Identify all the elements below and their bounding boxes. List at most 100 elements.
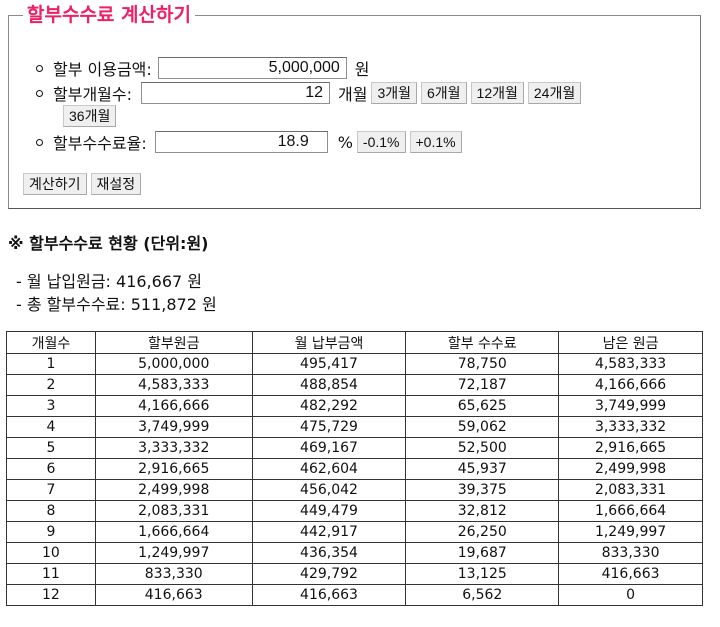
table-row: 10 1,249,997 436,354 19,687 833,330 <box>6 542 703 564</box>
cell-fee: 59,062 <box>405 416 560 438</box>
cell-month: 10 <box>6 542 96 564</box>
cell-remaining: 2,083,331 <box>558 479 703 501</box>
bullet-icon <box>36 64 43 72</box>
table-header-row: 개월수 할부원금 월 납부금액 할부 수수료 남은 원금 <box>6 331 703 354</box>
table-row: 3 4,166,666 482,292 65,625 3,749,999 <box>6 395 703 417</box>
rate-unit: % <box>337 132 353 152</box>
cell-principal: 5,000,000 <box>94 353 253 375</box>
header-remaining: 남은 원금 <box>558 331 703 354</box>
cell-principal: 416,663 <box>94 584 253 606</box>
cell-monthly-payment: 495,417 <box>251 353 407 375</box>
months-input[interactable] <box>141 82 330 104</box>
cell-fee: 13,125 <box>405 563 560 585</box>
cell-fee: 6,562 <box>405 584 560 606</box>
table-row: 9 1,666,664 442,917 26,250 1,249,997 <box>6 521 703 543</box>
total-fee: - 총 할부수수료: 511,872 원 <box>16 295 217 314</box>
header-principal: 할부원금 <box>94 331 253 354</box>
cell-month: 2 <box>6 374 96 396</box>
bullet-icon <box>36 138 43 146</box>
header-month: 개월수 <box>6 331 96 354</box>
months-row-wrap: 36개월 <box>63 105 120 127</box>
cell-principal: 4,583,333 <box>94 374 253 396</box>
cell-monthly-payment: 449,479 <box>251 500 407 522</box>
cell-monthly-payment: 416,663 <box>251 584 407 606</box>
preset-3-months-button[interactable]: 3개월 <box>371 82 417 104</box>
table-row: 8 2,083,331 449,479 32,812 1,666,664 <box>6 500 703 522</box>
table-row: 5 3,333,332 469,167 52,500 2,916,665 <box>6 437 703 459</box>
cell-month: 11 <box>6 563 96 585</box>
cell-month: 1 <box>6 353 96 375</box>
cell-month: 8 <box>6 500 96 522</box>
rate-increase-button[interactable]: +0.1% <box>409 131 462 153</box>
amount-row: 할부 이용금액: 원 <box>36 56 376 80</box>
installment-table: 개월수 할부원금 월 납부금액 할부 수수료 남은 원금 1 5,000,000 4… <box>6 331 703 606</box>
months-label: 할부개월수: <box>53 85 132 104</box>
months-unit: 개월 <box>338 85 368 104</box>
cell-principal: 2,916,665 <box>94 458 253 480</box>
months-row: 할부개월수: 개월 3개월 6개월 12개월 24개월 <box>36 81 585 105</box>
cell-fee: 52,500 <box>405 437 560 459</box>
cell-principal: 4,166,666 <box>94 395 253 417</box>
cell-remaining: 1,666,664 <box>558 500 703 522</box>
cell-month: 6 <box>6 458 96 480</box>
cell-fee: 39,375 <box>405 479 560 501</box>
cell-fee: 19,687 <box>405 542 560 564</box>
cell-principal: 833,330 <box>94 563 253 585</box>
calculator-title: 할부수수료 계산하기 <box>27 4 191 26</box>
amount-label: 할부 이용금액: <box>53 60 152 79</box>
cell-monthly-payment: 469,167 <box>251 437 407 459</box>
cell-month: 5 <box>6 437 96 459</box>
cell-monthly-payment: 442,917 <box>251 521 407 543</box>
cell-monthly-payment: 436,354 <box>251 542 407 564</box>
cell-monthly-payment: 475,729 <box>251 416 407 438</box>
cell-fee: 65,625 <box>405 395 560 417</box>
reset-button[interactable]: 재설정 <box>90 173 142 195</box>
cell-principal: 1,249,997 <box>94 542 253 564</box>
cell-remaining: 2,499,998 <box>558 458 703 480</box>
cell-remaining: 4,166,666 <box>558 374 703 396</box>
cell-remaining: 2,916,665 <box>558 437 703 459</box>
cell-remaining: 3,333,332 <box>558 416 703 438</box>
preset-6-months-button[interactable]: 6개월 <box>421 82 467 104</box>
cell-monthly-payment: 429,792 <box>251 563 407 585</box>
action-row: 계산하기 재설정 <box>23 173 145 195</box>
cell-principal: 2,083,331 <box>94 500 253 522</box>
preset-36-months-button[interactable]: 36개월 <box>63 105 117 127</box>
amount-unit: 원 <box>354 60 370 79</box>
cell-monthly-payment: 488,854 <box>251 374 407 396</box>
table-row: 2 4,583,333 488,854 72,187 4,166,666 <box>6 374 703 396</box>
preset-12-months-button[interactable]: 12개월 <box>470 82 524 104</box>
table-row: 6 2,916,665 462,604 45,937 2,499,998 <box>6 458 703 480</box>
cell-month: 9 <box>6 521 96 543</box>
result-title: ※ 할부수수료 현황 (단위:원) <box>8 234 209 253</box>
cell-remaining: 0 <box>558 584 703 606</box>
cell-fee: 72,187 <box>405 374 560 396</box>
table-row: 12 416,663 416,663 6,562 0 <box>6 584 703 606</box>
amount-input[interactable] <box>157 57 347 79</box>
cell-month: 7 <box>6 479 96 501</box>
preset-24-months-button[interactable]: 24개월 <box>527 82 582 104</box>
rate-input[interactable] <box>154 131 328 153</box>
table-row: 7 2,499,998 456,042 39,375 2,083,331 <box>6 479 703 501</box>
cell-principal: 3,749,999 <box>94 416 253 438</box>
rate-decrease-button[interactable]: -0.1% <box>356 131 406 153</box>
cell-remaining: 833,330 <box>558 542 703 564</box>
table-row: 11 833,330 429,792 13,125 416,663 <box>6 563 703 585</box>
bullet-icon <box>36 89 43 97</box>
cell-monthly-payment: 482,292 <box>251 395 407 417</box>
cell-principal: 2,499,998 <box>94 479 253 501</box>
table-row: 4 3,749,999 475,729 59,062 3,333,332 <box>6 416 703 438</box>
cell-month: 4 <box>6 416 96 438</box>
cell-remaining: 1,249,997 <box>558 521 703 543</box>
cell-remaining: 416,663 <box>558 563 703 585</box>
cell-month: 3 <box>6 395 96 417</box>
cell-fee: 32,812 <box>405 500 560 522</box>
table-row: 1 5,000,000 495,417 78,750 4,583,333 <box>6 353 703 375</box>
cell-remaining: 3,749,999 <box>558 395 703 417</box>
calculate-button[interactable]: 계산하기 <box>23 173 87 195</box>
cell-fee: 78,750 <box>405 353 560 375</box>
rate-row: 할부수수료율: % -0.1% +0.1% <box>36 130 466 154</box>
header-monthly-payment: 월 납부금액 <box>251 331 407 354</box>
rate-label: 할부수수료율: <box>53 134 147 153</box>
cell-principal: 3,333,332 <box>94 437 253 459</box>
